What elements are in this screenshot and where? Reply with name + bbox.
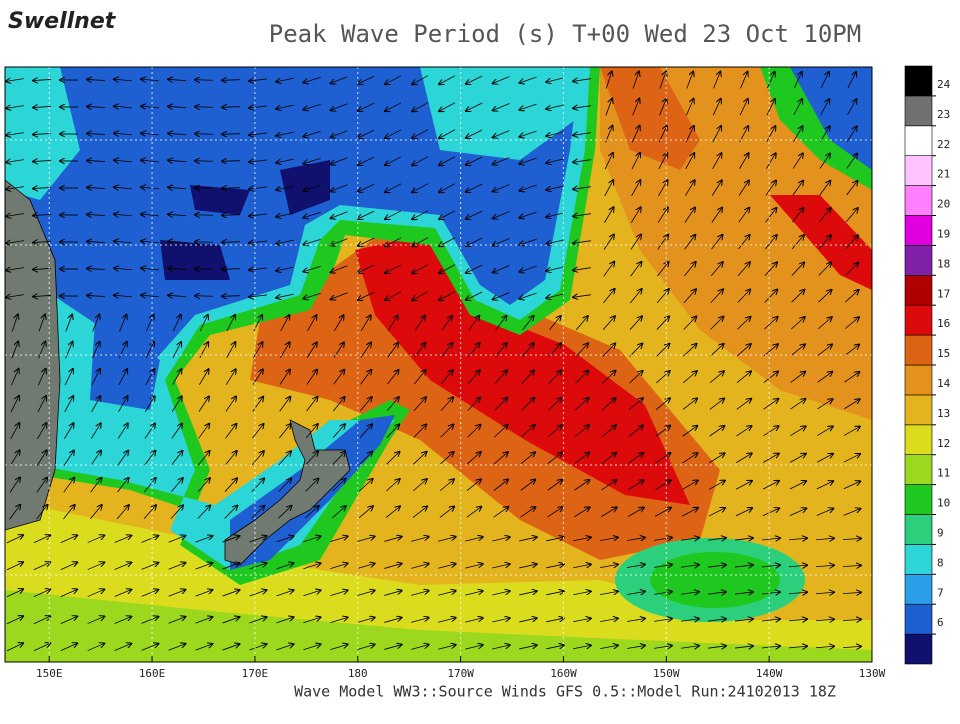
logo: Swellnet: [8, 9, 117, 34]
colorbar-label: 24: [937, 78, 951, 91]
colorbar-label: 21: [937, 168, 950, 181]
colorbar-swatch: [905, 604, 932, 634]
x-tick-label: 150W: [653, 667, 680, 680]
colorbar-label: 7: [937, 586, 944, 599]
colorbar-swatch: [905, 245, 932, 275]
colorbar-label: 6: [937, 616, 944, 629]
colorbar-label: 10: [937, 497, 950, 510]
colorbar-swatch: [905, 395, 932, 425]
arrow: [195, 134, 213, 135]
colorbar-swatch: [905, 365, 932, 395]
colorbar-swatch: [905, 66, 932, 96]
colorbar-swatch: [905, 216, 932, 246]
colorbar-swatch: [905, 544, 932, 574]
arrow: [195, 296, 213, 297]
x-tick-label: 170W: [447, 667, 474, 680]
colorbar-swatch: [905, 305, 932, 335]
colorbar-label: 22: [937, 138, 950, 151]
colorbar-label: 9: [937, 526, 944, 539]
colorbar-swatch: [905, 425, 932, 455]
colorbar-swatch: [905, 275, 932, 305]
colorbar-label: 19: [937, 227, 950, 240]
colorbar-swatch: [905, 335, 932, 365]
arrow: [195, 188, 213, 189]
x-tick-label: 160W: [550, 667, 577, 680]
title: Peak Wave Period (s) T+00 Wed 23 Oct 10P…: [269, 20, 861, 48]
footer: Wave Model WW3::Source Winds GFS 0.5::Mo…: [294, 683, 836, 701]
arrow: [195, 215, 213, 216]
x-tick-label: 130W: [859, 667, 886, 680]
colorbar-label: 18: [937, 257, 950, 270]
x-tick-label: 170E: [242, 667, 269, 680]
x-tick-label: 140W: [756, 667, 783, 680]
colorbar-label: 13: [937, 407, 950, 420]
zone: [650, 552, 780, 608]
map: [5, 67, 872, 662]
colorbar-swatch: [905, 96, 932, 126]
arrow: [195, 242, 213, 243]
colorbar-label: 11: [937, 467, 950, 480]
colorbar-swatch: [905, 515, 932, 545]
colorbar-label: 20: [937, 198, 950, 211]
x-tick-label: 150E: [36, 667, 63, 680]
colorbar-label: 17: [937, 287, 950, 300]
x-tick-label: 160E: [139, 667, 166, 680]
x-tick-label: 180: [348, 667, 368, 680]
arrow: [195, 80, 213, 81]
colorbar-swatch: [905, 574, 932, 604]
colorbar-label: 23: [937, 108, 950, 121]
arrow: [195, 161, 213, 162]
colorbar-swatch: [905, 634, 932, 664]
colorbar-swatch: [905, 126, 932, 156]
colorbar-swatch: [905, 455, 932, 485]
arrow: [195, 269, 213, 270]
colorbar-swatch: [905, 156, 932, 186]
colorbar-swatch: [905, 485, 932, 515]
colorbar-label: 14: [937, 377, 951, 390]
colorbar-label: 15: [937, 347, 950, 360]
colorbar-label: 8: [937, 556, 944, 569]
colorbar-label: 16: [937, 317, 950, 330]
colorbar-swatch: [905, 186, 932, 216]
colorbar-label: 12: [937, 437, 950, 450]
arrow: [195, 107, 213, 108]
